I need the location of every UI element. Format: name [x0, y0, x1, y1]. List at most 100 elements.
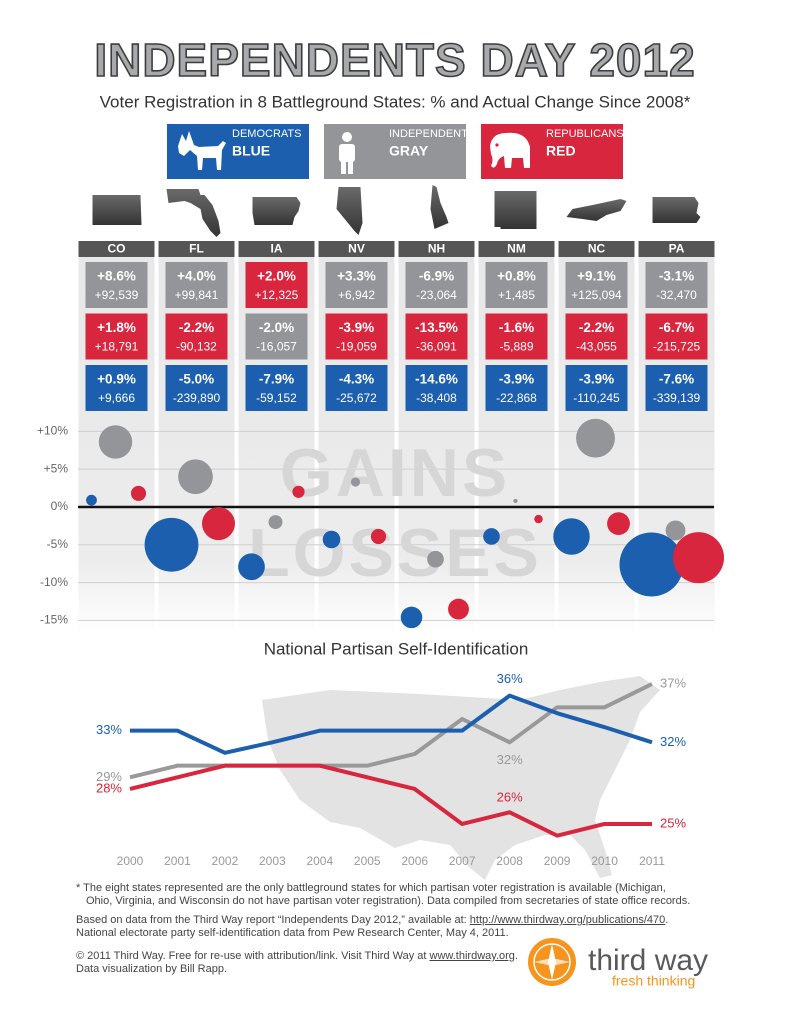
cell [485, 262, 548, 308]
cell-count: +1,485 [498, 288, 535, 302]
state-label: FL [189, 242, 204, 256]
bubble [534, 514, 543, 524]
bubble [322, 530, 341, 549]
cell-percent: +0.8% [497, 269, 536, 284]
legend-name: DEMOCRATS [232, 128, 301, 140]
legend-item: INDEPENDENTS GRAY [324, 124, 475, 179]
series-line [130, 693, 653, 755]
cell [165, 262, 228, 308]
cell [165, 313, 228, 360]
cell-count: +9,666 [98, 391, 135, 405]
state-label: CO [108, 242, 126, 256]
source-end: . [665, 914, 669, 926]
note-line: Ohio, Virginia, and Wisconsin do not hav… [86, 895, 691, 907]
cell [165, 365, 228, 411]
cell-percent: +9.1% [577, 269, 616, 284]
cell-count: +6,942 [338, 288, 375, 302]
cell [405, 365, 468, 411]
cell-percent: -3.1% [659, 269, 694, 284]
cell-percent: +3.3% [337, 269, 376, 284]
cell-count: -38,408 [416, 391, 457, 405]
x-tick-label: 2002 [212, 854, 239, 868]
cell-percent: -2.2% [579, 320, 614, 335]
logo-tagline: fresh thinking [612, 973, 695, 989]
data-label: 37% [660, 675, 686, 690]
bubble [665, 520, 686, 541]
cell-percent: +0.9% [97, 372, 136, 387]
bubble [553, 518, 590, 555]
cell [85, 365, 148, 411]
bubble [202, 507, 235, 541]
bubble [370, 528, 387, 545]
cell-count: +92,539 [95, 288, 139, 302]
cell [325, 365, 388, 411]
cell-count: -19,059 [336, 340, 377, 354]
state-label: NM [507, 242, 526, 256]
source: Based on data from the Third Way report … [76, 914, 756, 940]
cell-percent: -2.2% [179, 320, 214, 335]
x-tick-label: 2004 [306, 854, 333, 868]
legend-icon [178, 131, 226, 170]
column-header [638, 241, 715, 257]
cell-percent: -4.3% [339, 372, 374, 387]
state-shape [566, 199, 627, 221]
legend-item: DEMOCRATS BLUE [167, 124, 309, 179]
bubble [672, 532, 725, 584]
x-tick-label: 2003 [259, 854, 286, 868]
copyright-text: © 2011 Third Way. Free for re-use with a… [76, 950, 430, 962]
cell [565, 313, 628, 360]
x-tick-label: 2009 [544, 854, 571, 868]
column-header [558, 241, 635, 257]
data-label: 32% [660, 734, 686, 749]
note-line: * The eight states represented are the o… [76, 882, 666, 894]
cell [645, 262, 708, 308]
bubble [483, 528, 500, 545]
cell-percent: -3.9% [579, 372, 614, 387]
state-label: PA [669, 242, 685, 256]
x-tick-label: 2010 [591, 854, 618, 868]
cell [405, 262, 468, 308]
cell-count: -59,152 [256, 391, 297, 405]
cell-count: -22,868 [496, 391, 537, 405]
state-label: NV [348, 242, 365, 256]
bubble [130, 485, 147, 501]
legend-name: INDEPENDENTS [389, 128, 475, 140]
line-chart-title: National Partisan Self-Identification [264, 639, 529, 658]
cell-count: +125,094 [571, 288, 622, 302]
bubble [400, 606, 423, 629]
cell-count: -32,470 [656, 288, 697, 302]
cell-percent: -5.0% [179, 372, 214, 387]
logo-needle [534, 958, 570, 966]
data-label: 36% [497, 671, 523, 686]
cell [485, 313, 548, 360]
bubble [619, 532, 684, 597]
source-line: Based on data from the Third Way report … [76, 914, 756, 927]
y-tick-label: +10% [37, 424, 68, 438]
state-shape [252, 197, 301, 225]
cell-percent: -6.9% [419, 269, 454, 284]
copyright-link[interactable]: www.thirdway.org [429, 950, 515, 962]
cell [85, 262, 148, 308]
x-tick-label: 2008 [496, 854, 523, 868]
bubble [268, 515, 283, 530]
cell-percent: -6.7% [659, 320, 694, 335]
state-label: NH [428, 242, 445, 256]
cell [565, 262, 628, 308]
cell-count: -110,245 [573, 391, 620, 405]
legend-box [167, 124, 309, 179]
source-link[interactable]: http://www.thirdway.org/publications/470 [469, 914, 666, 926]
cell-percent: -7.6% [659, 372, 694, 387]
bubble [98, 425, 133, 459]
state-shape [92, 195, 142, 225]
legend-color: BLUE [232, 143, 270, 159]
legend-icon [490, 132, 530, 168]
y-tick-label: +5% [44, 461, 69, 475]
bubble [576, 418, 615, 458]
cell-percent: -2.0% [259, 320, 294, 335]
state-label: NC [588, 242, 606, 256]
data-label: 26% [497, 790, 523, 805]
bubble [144, 517, 199, 572]
cell-percent: -7.9% [259, 372, 294, 387]
data-label: 28% [96, 780, 122, 795]
